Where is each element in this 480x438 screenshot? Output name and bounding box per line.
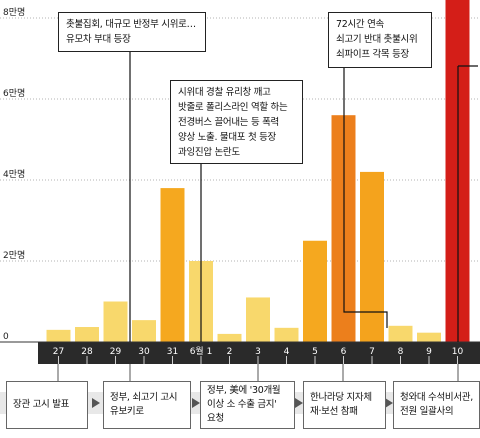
event-june-8: 한나라당 지자체 재·보선 참패 xyxy=(303,381,386,429)
x-tick-label: 31 xyxy=(167,347,178,357)
x-tick-label: 2 xyxy=(227,347,233,357)
bar-5 xyxy=(303,240,327,342)
event-arrow-2 xyxy=(192,398,200,408)
x-tick-label: 4 xyxy=(284,347,290,357)
bar-9 xyxy=(417,332,441,342)
event-arrow-3 xyxy=(295,398,303,408)
y-tick-label: 4만명 xyxy=(3,169,25,180)
x-tick-label: 10 xyxy=(452,347,464,357)
y-tick-label: 2만명 xyxy=(3,250,25,261)
x-tick-label: 7 xyxy=(369,347,375,357)
event-june-3: 정부, 美에 '30개월 이상 소 수출 금지' 요청 xyxy=(200,381,295,429)
x-tick-label: 27 xyxy=(53,347,64,357)
bar-7 xyxy=(360,171,384,342)
annotation-may-31: 촛불집회, 대규모 반정부 시위로… 유모차 부대 등장 xyxy=(58,12,206,52)
annotation-june-1: 시위대 경찰 유리창 깨고 밧줄로 폴리스라인 역할 하는 전경버스 끌어내는 … xyxy=(170,80,303,164)
bar-28 xyxy=(75,327,99,342)
leader-june-6 xyxy=(343,68,388,328)
y-tick-label: 8만명 xyxy=(3,7,25,18)
event-may-29: 장관 고시 발표 xyxy=(6,381,88,429)
annotation-june-6: 72시간 연속 쇠고기 반대 촛불시위 쇠파이프 각목 등장 xyxy=(328,12,432,68)
leader-lines xyxy=(57,52,478,381)
event-june-10: 청와대 수석비서관, 전원 일괄사의 xyxy=(393,381,480,429)
x-tick-label: 9 xyxy=(426,347,432,357)
y-tick-label: 6만명 xyxy=(3,88,25,99)
x-axis-band xyxy=(38,342,480,364)
bar-29 xyxy=(103,301,128,342)
event-june-1: 정부, 쇠고기 고시 유보키로 xyxy=(103,381,191,429)
event-arrow-1 xyxy=(92,398,100,408)
bar-31 xyxy=(160,188,185,342)
bar-4 xyxy=(274,327,299,342)
bar-30 xyxy=(132,320,156,342)
bar-3 xyxy=(246,297,270,342)
x-tick-label: 3 xyxy=(255,347,261,357)
bar-27 xyxy=(46,329,71,342)
y-axis-tick-labels: 0 2만명 4만명 6만명 8만명 xyxy=(3,7,25,342)
bar-2 xyxy=(217,333,242,342)
y-tick-label: 0 xyxy=(3,332,9,342)
x-tick-label: 5 xyxy=(312,347,318,357)
bar-8 xyxy=(388,325,413,342)
x-tick-label: 29 xyxy=(110,347,122,357)
event-arrow-4 xyxy=(385,398,393,408)
x-tick-label: 8 xyxy=(398,347,404,357)
x-tick-label: 6 xyxy=(341,347,347,357)
x-tick-label: 28 xyxy=(81,347,93,357)
x-tick-label: 6월 1 xyxy=(190,345,213,357)
x-tick-label: 30 xyxy=(138,347,150,357)
